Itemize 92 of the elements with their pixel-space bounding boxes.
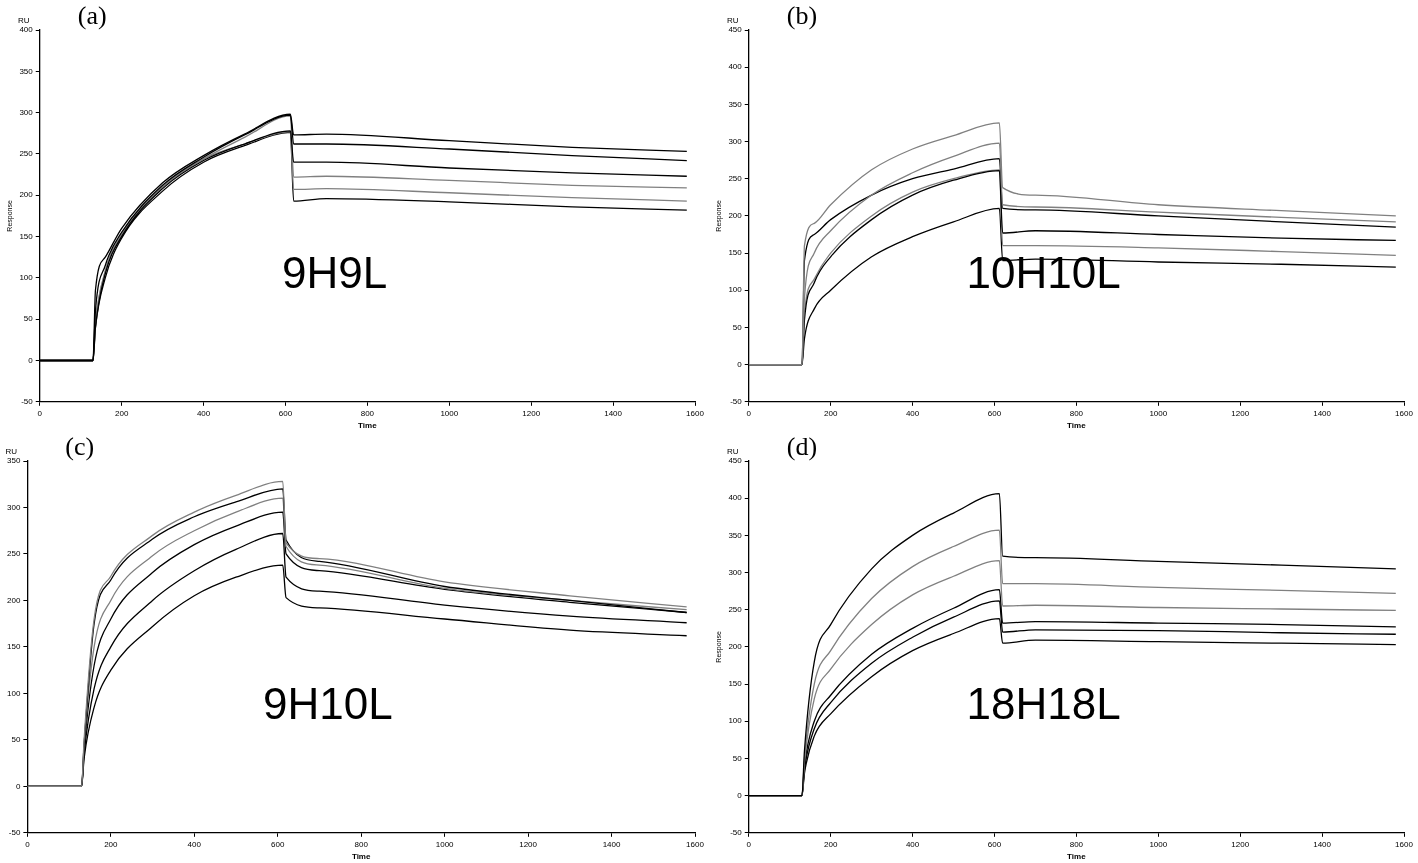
x-tick-label: 800 [360,408,375,418]
x-tick-label: 1200 [519,839,538,849]
y-tick-label: 100 [6,688,21,698]
annotation: 9H9L [282,247,388,297]
y-tick-label: 100 [728,716,743,726]
annotation: 10H10L [966,247,1121,297]
y-tick-label: 300 [728,136,743,146]
x-tick-label: 1000 [440,408,459,418]
chart-title: (b) [786,0,818,30]
y-tick-label: 400 [728,493,743,503]
y-tick-label: 50 [732,753,743,763]
text: RU [726,16,739,26]
text: RU [17,16,30,26]
y-tick-label: 100 [19,273,34,283]
y-tick-label: 350 [6,456,21,466]
y-tick-label: 50 [732,322,743,332]
x-tick-label: 0 [37,408,43,418]
y-tick-label: 400 [19,25,34,35]
x-axis-title: Time [351,852,371,862]
x-tick-label: 600 [987,839,1002,849]
x-tick-label: 0 [746,408,752,418]
x-tick-label: 200 [104,839,119,849]
y-tick-label: 50 [23,314,34,324]
x-tick-label: 1400 [1313,408,1332,418]
x-tick-label: 0 [746,839,752,849]
x-tick-label: 400 [196,408,211,418]
chart-title: (c) [65,431,95,461]
y-tick-label: 250 [728,604,743,614]
x-tick-label: 1000 [435,839,455,849]
y-tick-label: 0 [737,790,743,800]
y-tick-label: 350 [728,530,743,540]
chart-title: (a) [77,0,107,30]
y-tick-label: 200 [728,642,743,652]
y-tick-label: 150 [19,231,34,241]
x-tick-label: 400 [905,408,920,418]
y-tick-label: 250 [728,173,743,183]
x-tick-label: 400 [905,839,920,849]
x-tick-label: 200 [823,839,838,849]
y-tick-label: -50 [730,828,743,837]
y-tick-label: 0 [28,355,34,365]
y-tick-label: 300 [6,502,21,512]
x-tick-label: 1200 [1231,839,1250,849]
y-tick-label: -50 [8,828,21,837]
x-tick-label: 1200 [522,408,541,418]
x-axis-title: Time [1067,852,1087,862]
x-tick-label: 600 [987,408,1002,418]
x-tick-label: 1600 [686,839,705,849]
x-tick-label: 400 [187,839,202,849]
y-tick-label: 200 [6,595,21,605]
text: RU [5,447,18,457]
x-tick-label: 1400 [602,839,621,849]
y-tick-label: 300 [728,567,743,577]
y-tick-label: 0 [737,359,743,369]
x-tick-label: 600 [278,408,293,418]
y-tick-label: -50 [730,397,743,406]
x-tick-label: 1600 [1395,839,1414,849]
x-tick-label: 800 [1069,408,1084,418]
y-tick-label: 100 [728,285,743,295]
x-tick-label: 1600 [686,408,705,418]
y-tick-label: 450 [728,25,743,35]
y-tick-label: 250 [19,149,34,159]
annotation: 18H18L [966,678,1121,728]
y-tick-label: 200 [728,211,743,221]
x-tick-label: 1400 [1313,839,1332,849]
x-tick-label: 800 [354,839,369,849]
y-tick-label: 250 [6,549,21,559]
x-tick-label: 1200 [1231,408,1250,418]
x-tick-label: 800 [1069,839,1084,849]
y-tick-label: 150 [6,642,21,652]
y-tick-label: 400 [728,62,743,72]
x-axis-title: Time [358,421,378,431]
annotation: 9H10L [262,678,393,728]
y-tick-label: -50 [21,397,34,406]
chart-title: (d) [786,431,818,461]
y-tick-label: 200 [19,190,34,200]
x-tick-label: 200 [823,408,838,418]
y-tick-label: 150 [728,248,743,258]
y-tick-label: 300 [19,107,34,117]
x-tick-label: 600 [271,839,285,849]
y-tick-label: 350 [728,99,743,109]
x-tick-label: 1000 [1149,408,1168,418]
y-tick-label: 0 [15,781,21,791]
y-tick-label: 450 [728,456,743,466]
y-tick-label: 150 [728,679,743,689]
y-tick-label: 50 [11,735,21,745]
y-tick-label: 350 [19,66,34,76]
text: RU [726,447,739,457]
x-tick-label: 1000 [1149,839,1168,849]
x-tick-label: 200 [114,408,129,418]
x-axis-title: Time [1067,421,1087,431]
x-tick-label: 1400 [604,408,623,418]
x-tick-label: 1600 [1395,408,1414,418]
